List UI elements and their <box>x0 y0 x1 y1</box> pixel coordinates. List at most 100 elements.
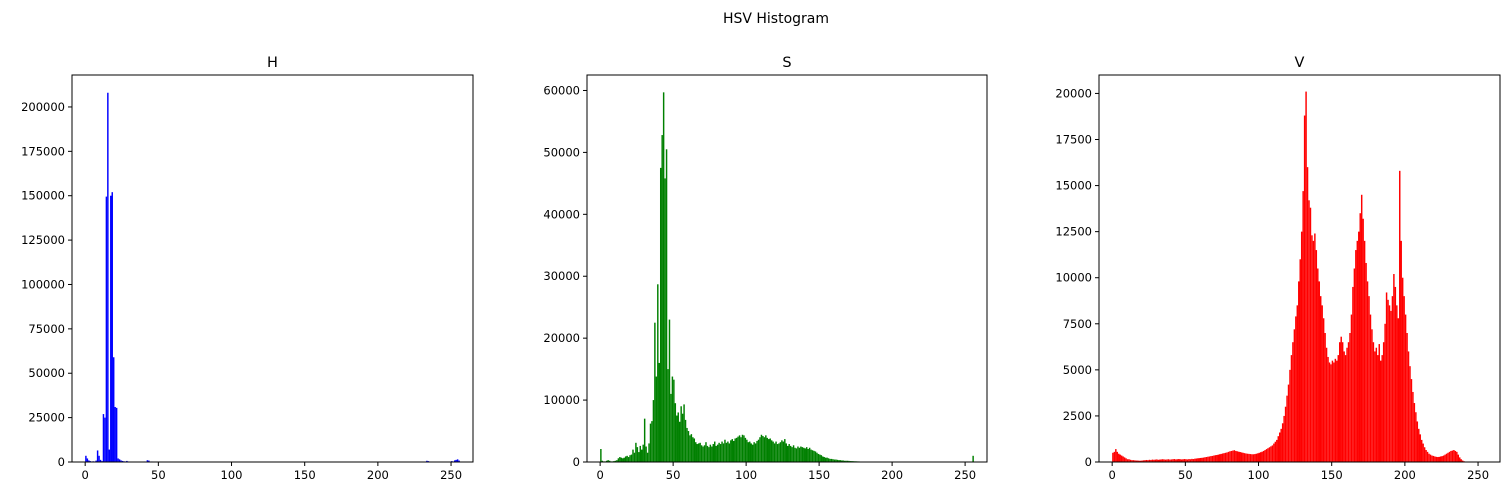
bar-s-162 <box>836 459 839 462</box>
bar-v-92 <box>1246 453 1249 462</box>
bar-v-238 <box>1460 459 1462 462</box>
bar-v-211 <box>1420 439 1423 462</box>
bar-s-121 <box>776 444 779 462</box>
bar-v-29 <box>1154 459 1157 462</box>
bar-v-217 <box>1429 454 1432 462</box>
bar-v-138 <box>1314 233 1316 462</box>
bar-s-146 <box>813 450 815 462</box>
bar-s-103 <box>750 443 752 462</box>
bar-h-46 <box>455 459 457 462</box>
y-tick-label-v-8: 20000 <box>1055 86 1092 100</box>
bar-s-128 <box>787 445 789 462</box>
bar-v-38 <box>1167 459 1170 462</box>
bar-v-233 <box>1453 450 1455 462</box>
bar-s-101 <box>747 442 750 462</box>
bar-v-194 <box>1396 305 1398 462</box>
bar-v-215 <box>1426 451 1429 462</box>
bar-s-108 <box>757 439 760 462</box>
bar-s-87 <box>727 441 729 462</box>
x-axis-v: 0 50 100 150 200 250 <box>1109 462 1489 482</box>
bar-s-59 <box>686 427 688 462</box>
y-axis-s: 0 10000 20000 30000 40000 50000 60000 <box>543 83 587 469</box>
bar-v-99 <box>1257 453 1259 462</box>
bar-s-47 <box>668 319 671 462</box>
bar-s-42 <box>661 135 663 462</box>
bar-v-195 <box>1397 318 1400 462</box>
bar-v-178 <box>1372 342 1375 462</box>
bar-s-56 <box>681 413 684 462</box>
x-tick-label-s-0: 0 <box>596 468 603 482</box>
bar-v-212 <box>1422 443 1424 462</box>
bar-s-147 <box>814 451 817 462</box>
bar-v-112 <box>1276 439 1278 462</box>
bar-v-47 <box>1180 459 1183 462</box>
bar-v-6 <box>1120 455 1123 462</box>
bar-v-16 <box>1135 460 1138 462</box>
bar-s-65 <box>695 442 697 462</box>
bar-v-21 <box>1142 460 1145 462</box>
bar-v-79 <box>1227 451 1230 462</box>
x-tick-label-v-3: 150 <box>1321 468 1343 482</box>
bar-s-64 <box>693 438 696 462</box>
y-tick-label-s-2: 20000 <box>543 331 580 345</box>
bar-h-2 <box>88 460 90 462</box>
bar-v-153 <box>1336 360 1338 462</box>
y-tick-label-s-6: 60000 <box>543 83 580 97</box>
bar-v-145 <box>1324 333 1326 462</box>
bar-s-32 <box>646 452 649 462</box>
bar-s-139 <box>803 447 805 462</box>
bar-s-148 <box>816 452 818 462</box>
bar-v-222 <box>1437 457 1439 462</box>
bar-v-168 <box>1358 231 1360 462</box>
bar-s-69 <box>700 445 703 462</box>
bar-v-213 <box>1423 447 1426 462</box>
bar-v-142 <box>1319 296 1322 462</box>
y-tick-label-v-1: 2500 <box>1063 409 1092 423</box>
bar-v-41 <box>1172 459 1174 462</box>
bars-v <box>1112 91 1468 463</box>
bar-v-129 <box>1300 231 1303 462</box>
bar-v-197 <box>1400 240 1402 462</box>
bar-v-66 <box>1208 456 1211 462</box>
bar-h-16 <box>108 449 111 462</box>
bar-v-65 <box>1207 456 1209 462</box>
bar-h-14 <box>105 196 108 462</box>
bar-v-176 <box>1369 314 1372 462</box>
bar-v-237 <box>1459 457 1461 462</box>
bar-s-163 <box>838 460 840 462</box>
bar-v-164 <box>1352 286 1354 462</box>
axes-frame-s <box>586 74 988 463</box>
x-tick-label-v-0: 0 <box>1109 468 1116 482</box>
bar-h-12 <box>102 414 105 462</box>
y-tick-label-h-5: 125000 <box>21 233 65 247</box>
bar-v-152 <box>1334 358 1337 462</box>
bar-s-27 <box>639 445 642 462</box>
bar-s-79 <box>715 445 717 462</box>
bar-s-78 <box>714 441 716 462</box>
bar-s-105 <box>753 442 755 462</box>
bar-s-115 <box>768 439 770 462</box>
bar-v-220 <box>1434 456 1436 462</box>
bar-v-209 <box>1418 428 1420 462</box>
y-tick-label-h-1: 25000 <box>28 411 65 425</box>
bar-s-48 <box>670 393 672 462</box>
bar-v-96 <box>1252 454 1255 462</box>
bar-v-83 <box>1233 450 1236 462</box>
bar-v-191 <box>1391 296 1394 462</box>
bar-s-158 <box>830 458 833 462</box>
bar-v-0 <box>1112 452 1114 462</box>
bar-s-86 <box>725 442 728 462</box>
bar-v-179 <box>1374 351 1376 462</box>
bar-v-31 <box>1157 459 1159 462</box>
bar-v-202 <box>1407 351 1410 462</box>
bar-v-224 <box>1440 456 1442 462</box>
bar-h-13 <box>104 417 106 462</box>
bar-v-159 <box>1344 355 1347 462</box>
bar-v-57 <box>1195 458 1198 462</box>
bar-v-208 <box>1416 421 1419 462</box>
bar-v-34 <box>1161 459 1164 462</box>
bar-s-22 <box>632 449 634 462</box>
bar-v-60 <box>1199 457 1202 462</box>
bar-v-122 <box>1290 355 1293 462</box>
bar-v-88 <box>1240 452 1243 462</box>
